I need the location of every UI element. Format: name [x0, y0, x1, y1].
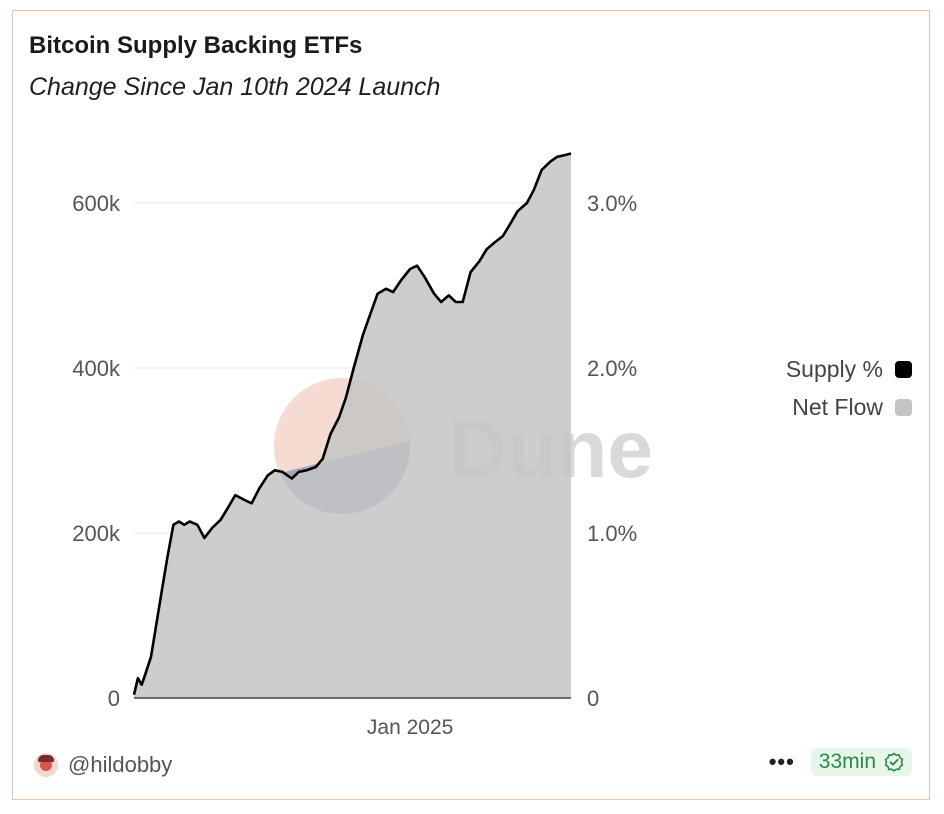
legend: Supply % Net Flow [786, 350, 912, 426]
username: @hildobby [68, 752, 173, 777]
net-flow-area [134, 153, 571, 698]
legend-label-supply: Supply % [785, 355, 883, 382]
y-left-tick-label: 400k [72, 356, 121, 381]
avatar [34, 753, 58, 777]
left-axis-ticks: 0 200k 400k 600k [72, 191, 121, 711]
legend-swatch-supply [895, 360, 912, 378]
footer-actions: ••• 33min [769, 748, 912, 776]
refresh-time: 33min [818, 750, 876, 773]
chart-title: Bitcoin Supply Backing ETFs [29, 32, 363, 59]
refresh-badge[interactable]: 33min [810, 748, 912, 776]
y-right-tick-label: 1.0% [587, 521, 637, 546]
x-tick-label: Jan 2025 [367, 716, 453, 739]
supply-pct-line [132, 152, 572, 695]
legend-item-supply[interactable]: Supply % [786, 350, 912, 388]
author-link[interactable]: @hildobby [34, 752, 172, 778]
verified-check-icon [884, 752, 904, 772]
right-axis-ticks: 0 1.0% 2.0% 3.0% [587, 191, 637, 711]
legend-swatch-net-flow [895, 398, 912, 416]
y-right-tick-label: 0 [587, 686, 599, 711]
y-left-tick-label: 600k [72, 191, 121, 216]
y-left-tick-label: 0 [108, 686, 120, 711]
x-axis-ticks: Jan 2025 [367, 716, 453, 739]
more-options-button[interactable]: ••• [768, 749, 795, 774]
chart-subtitle: Change Since Jan 10th 2024 Launch [29, 73, 441, 101]
y-right-tick-label: 2.0% [587, 356, 637, 381]
y-right-tick-label: 3.0% [587, 191, 637, 216]
legend-label-net-flow: Net Flow [792, 393, 883, 420]
y-left-tick-label: 200k [72, 521, 121, 546]
legend-item-net-flow[interactable]: Net Flow [786, 388, 912, 426]
